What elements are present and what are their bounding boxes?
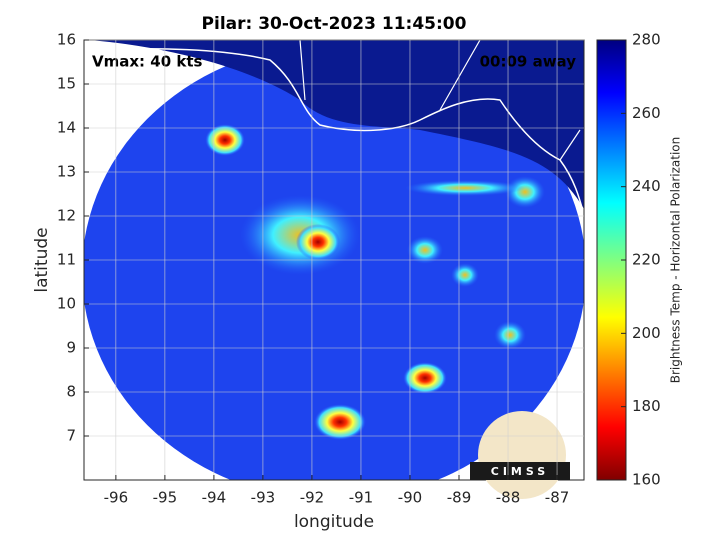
x-tick-label: -90 [398, 489, 423, 507]
x-tick-label: -95 [153, 489, 178, 507]
y-tick-label: 9 [66, 339, 76, 357]
annotation: Vmax: 40 kts [92, 53, 202, 71]
y-tick-label: 15 [57, 75, 76, 93]
x-tick-label: -91 [349, 489, 374, 507]
y-tick-label: 13 [57, 163, 76, 181]
x-axis-label: longitude [294, 512, 374, 532]
logo: CIMSS [470, 411, 570, 499]
y-tick-label: 12 [57, 207, 76, 225]
y-tick-label: 14 [57, 119, 76, 137]
y-tick-label: 11 [57, 251, 76, 269]
x-tick-label: -96 [104, 489, 129, 507]
x-tick-label: -87 [545, 489, 570, 507]
x-tick-label: -89 [447, 489, 472, 507]
colorbar-label: Brightness Temp - Horizontal Polarizatio… [669, 137, 683, 384]
x-tick-label: -92 [300, 489, 325, 507]
x-tick-label: -94 [202, 489, 227, 507]
colorbar-tick-label: 160 [632, 471, 661, 489]
x-tick-label: -93 [251, 489, 276, 507]
chart-title: Pilar: 30-Oct-2023 11:45:00 [202, 14, 467, 34]
colorbar-tick-label: 200 [632, 324, 661, 342]
colorbar-tick-label: 180 [632, 397, 661, 415]
colorbar-tick-label: 240 [632, 177, 661, 195]
y-tick-label: 16 [57, 31, 76, 49]
colorbar-tick-label: 280 [632, 31, 661, 49]
y-tick-label: 8 [66, 383, 76, 401]
y-tick-label: 7 [66, 427, 76, 445]
annotation: 00:09 away [480, 53, 577, 71]
x-tick-label: -88 [496, 489, 521, 507]
colorbar-tick-label: 220 [632, 251, 661, 269]
y-tick-label: 10 [57, 295, 76, 313]
y-axis-label: latitude [32, 227, 52, 292]
colorbar-tick-label: 260 [632, 104, 661, 122]
logo-text: CIMSS [491, 465, 549, 478]
